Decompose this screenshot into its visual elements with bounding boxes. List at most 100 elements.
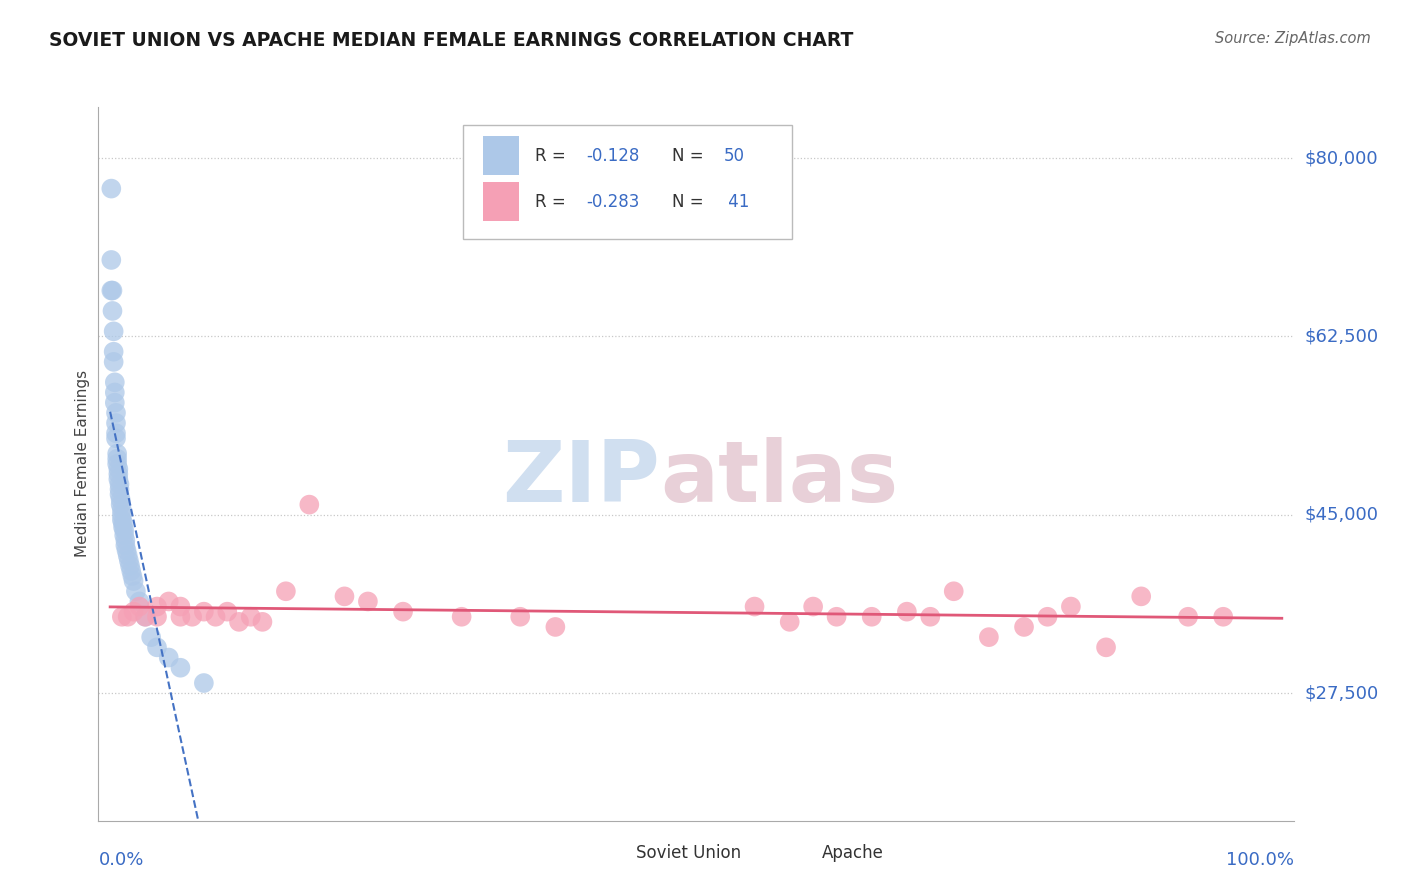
- Text: N =: N =: [672, 193, 709, 211]
- Point: [298, 498, 321, 512]
- Point: [108, 477, 131, 491]
- Point: [105, 406, 128, 420]
- Point: [896, 605, 918, 619]
- Point: [239, 609, 262, 624]
- Point: [103, 344, 125, 359]
- FancyBboxPatch shape: [463, 125, 792, 239]
- Point: [110, 492, 132, 507]
- Point: [1012, 620, 1035, 634]
- Point: [141, 630, 163, 644]
- Point: [122, 605, 145, 619]
- Point: [105, 451, 128, 466]
- Text: $62,500: $62,500: [1305, 327, 1379, 345]
- Point: [111, 609, 134, 624]
- Point: [217, 605, 239, 619]
- Text: 41: 41: [724, 193, 749, 211]
- Text: 100.0%: 100.0%: [1226, 851, 1294, 869]
- Point: [104, 385, 127, 400]
- Point: [104, 395, 127, 409]
- Point: [1036, 609, 1059, 624]
- Point: [274, 584, 297, 599]
- Point: [103, 355, 125, 369]
- Point: [228, 615, 250, 629]
- Point: [1060, 599, 1083, 614]
- Point: [115, 543, 138, 558]
- Point: [110, 498, 132, 512]
- Point: [392, 605, 415, 619]
- Point: [128, 594, 150, 608]
- Point: [118, 554, 141, 568]
- Point: [920, 609, 942, 624]
- Point: [112, 520, 135, 534]
- Point: [134, 609, 156, 624]
- Point: [134, 609, 156, 624]
- Point: [860, 609, 883, 624]
- Point: [117, 549, 139, 563]
- Text: $45,000: $45,000: [1305, 506, 1379, 524]
- Point: [744, 599, 766, 614]
- Point: [357, 594, 380, 608]
- Point: [114, 533, 136, 548]
- Point: [544, 620, 567, 634]
- Point: [111, 513, 134, 527]
- FancyBboxPatch shape: [786, 840, 811, 867]
- Point: [105, 457, 128, 471]
- Point: [125, 584, 148, 599]
- Point: [107, 472, 129, 486]
- Point: [108, 487, 131, 501]
- Text: Apache: Apache: [821, 845, 883, 863]
- Point: [169, 661, 191, 675]
- Point: [128, 599, 150, 614]
- Point: [193, 676, 215, 690]
- Point: [111, 508, 134, 522]
- Text: Soviet Union: Soviet Union: [636, 845, 741, 863]
- Point: [942, 584, 965, 599]
- Point: [1095, 640, 1118, 655]
- Point: [104, 376, 127, 390]
- Point: [101, 304, 124, 318]
- Point: [100, 284, 122, 298]
- Point: [1177, 609, 1199, 624]
- Point: [105, 426, 128, 441]
- Text: R =: R =: [534, 146, 571, 164]
- Point: [100, 252, 122, 267]
- Point: [169, 599, 191, 614]
- Point: [157, 650, 180, 665]
- Point: [779, 615, 801, 629]
- Point: [107, 462, 129, 476]
- Point: [120, 564, 142, 578]
- Text: R =: R =: [534, 193, 571, 211]
- Point: [112, 523, 135, 537]
- Text: $27,500: $27,500: [1305, 684, 1379, 702]
- Text: 0.0%: 0.0%: [98, 851, 143, 869]
- Point: [204, 609, 226, 624]
- Point: [181, 609, 204, 624]
- Point: [100, 181, 122, 195]
- Point: [146, 609, 169, 624]
- Point: [801, 599, 824, 614]
- Text: -0.128: -0.128: [586, 146, 640, 164]
- Text: N =: N =: [672, 146, 709, 164]
- Point: [450, 609, 472, 624]
- Point: [1212, 609, 1234, 624]
- Point: [108, 483, 131, 497]
- Point: [105, 416, 128, 430]
- Point: [146, 599, 169, 614]
- Point: [252, 615, 274, 629]
- Point: [333, 590, 356, 604]
- Point: [101, 284, 124, 298]
- Point: [169, 609, 191, 624]
- Point: [105, 431, 128, 445]
- Point: [977, 630, 1000, 644]
- Point: [1130, 590, 1153, 604]
- Point: [114, 538, 136, 552]
- Point: [121, 569, 143, 583]
- Point: [193, 605, 215, 619]
- Point: [157, 594, 180, 608]
- Text: atlas: atlas: [661, 436, 898, 520]
- Text: ZIP: ZIP: [502, 436, 661, 520]
- Point: [112, 516, 135, 530]
- Point: [146, 640, 169, 655]
- Point: [107, 467, 129, 481]
- Point: [105, 447, 128, 461]
